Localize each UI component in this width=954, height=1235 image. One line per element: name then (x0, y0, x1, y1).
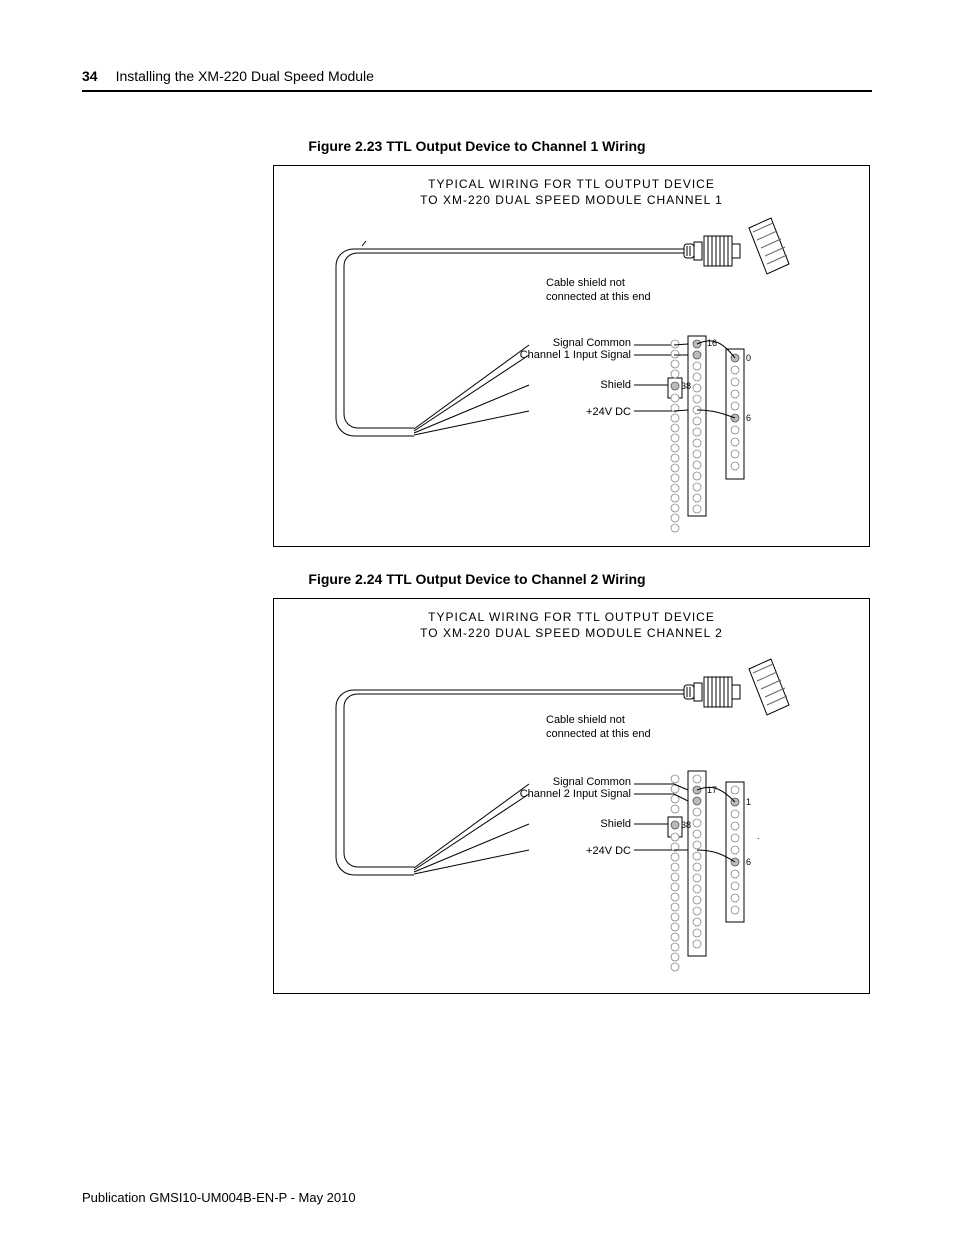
figure2-term6: 6 (746, 857, 751, 867)
figure2-cable-note: Cable shield not connected at this end (546, 713, 651, 742)
figure1-v24: +24V DC (506, 405, 631, 419)
figure2-caption: Figure 2.24 TTL Output Device to Channel… (0, 571, 954, 587)
figure1-caption: Figure 2.23 TTL Output Device to Channel… (0, 138, 954, 154)
figure1-term6: 6 (746, 413, 751, 423)
figure1-term38: 38 (681, 381, 691, 391)
figure2-term17: 17 (707, 785, 717, 795)
header-title: Installing the XM-220 Dual Speed Module (116, 68, 374, 84)
figure2-dot: . (757, 831, 760, 841)
figure1-diagram: TYPICAL WIRING FOR TTL OUTPUT DEVICE TO … (273, 165, 870, 547)
header-rule (82, 90, 872, 92)
figure2-v24: +24V DC (506, 844, 631, 858)
figure2-input-signal: Channel 2 Input Signal (506, 787, 631, 801)
figure2-cable-note-l1: Cable shield not (546, 714, 625, 726)
figure2-term1: 1 (746, 797, 751, 807)
figure1-term0: 0 (746, 353, 751, 363)
figure1-cable-note-l1: Cable shield not (546, 277, 625, 289)
figure2-term38: 38 (681, 820, 691, 830)
figure1-cable-note: Cable shield not connected at this end (546, 276, 651, 305)
figure1-shield: Shield (506, 378, 631, 392)
figure2-shield: Shield (506, 817, 631, 831)
footer-pub: Publication GMSI10-UM004B-EN-P - May 201… (82, 1190, 356, 1205)
figure1-term16: 16 (707, 338, 717, 348)
page-number: 34 (82, 68, 98, 84)
figure1-input-signal: Channel 1 Input Signal (506, 348, 631, 362)
figure2-cable-note-l2: connected at this end (546, 728, 651, 740)
figure1-cable-note-l2: connected at this end (546, 291, 651, 303)
page: 34 Installing the XM-220 Dual Speed Modu… (0, 0, 954, 1235)
figure2-diagram: TYPICAL WIRING FOR TTL OUTPUT DEVICE TO … (273, 598, 870, 994)
page-header: 34 Installing the XM-220 Dual Speed Modu… (82, 68, 872, 84)
